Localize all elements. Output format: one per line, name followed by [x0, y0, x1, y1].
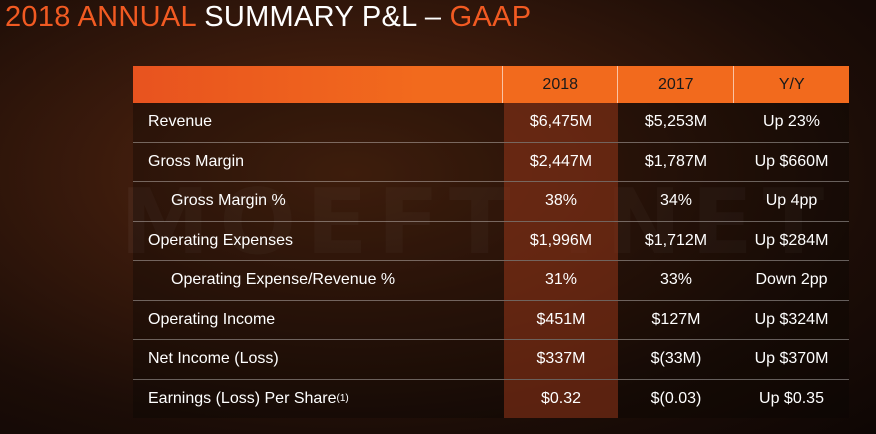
cell-yy: Up $660M — [754, 152, 829, 170]
table-row: Operating Income $451M $127M Up $324M — [133, 300, 849, 340]
table-row: Revenue $6,475M $5,253M Up 23% — [133, 103, 849, 143]
row-label: Revenue — [148, 113, 213, 131]
cell-2018: $0.32 — [504, 379, 618, 418]
cell-yy: Up 23% — [763, 113, 820, 131]
row-label: Earnings (Loss) Per Share (1) — [133, 380, 504, 419]
header-label — [133, 66, 502, 103]
header-2017: 2017 — [616, 66, 734, 103]
cell-2017: $(0.03) — [650, 389, 702, 407]
cell-2017: 33% — [659, 271, 693, 289]
cell-yy: Down 2pp — [755, 271, 828, 289]
row-label: Gross Margin % — [171, 192, 286, 210]
cell-yy: Up $324M — [754, 310, 829, 328]
cell-2018: $1,996M — [504, 221, 618, 260]
cell-2018: $6,475M — [504, 103, 618, 142]
row-label: Operating Expenses — [148, 231, 293, 249]
cell-yy: Up $284M — [754, 231, 829, 249]
cell-2018: $2,447M — [504, 142, 618, 181]
cell-2017: $5,253M — [644, 113, 708, 131]
row-label-text: Earnings (Loss) Per Share — [148, 389, 337, 407]
cell-yy: Up $0.35 — [759, 389, 824, 407]
watermark: MOEFT .NET — [120, 170, 834, 275]
row-label: Gross Margin — [148, 152, 245, 170]
cell-2018: 31% — [504, 261, 618, 300]
cell-2018: 38% — [504, 182, 618, 221]
cell-2017: $127M — [651, 310, 701, 328]
pl-table: 2018 2017 Y/Y Revenue $6,475M $5,253M Up… — [133, 66, 849, 418]
table-header: 2018 2017 Y/Y — [133, 66, 849, 103]
title-gaap: GAAP — [449, 1, 532, 33]
row-label: Operating Income — [148, 310, 276, 328]
cell-2018: $451M — [504, 300, 618, 339]
title-year: 2018 ANNUAL — [5, 1, 205, 33]
cell-yy: Up 4pp — [765, 192, 818, 210]
table-body: Revenue $6,475M $5,253M Up 23% Gross Mar… — [133, 103, 849, 418]
footnote-marker: (1) — [336, 393, 349, 405]
header-2018: 2018 — [502, 66, 617, 103]
table-row: Gross Margin $2,447M $1,787M Up $660M — [133, 142, 849, 182]
table-row: Operating Expenses $1,996M $1,712M Up $2… — [133, 221, 849, 261]
row-label: Operating Expense/Revenue % — [171, 271, 396, 289]
table-row: Operating Expense/Revenue % 31% 33% Down… — [133, 261, 849, 301]
cell-yy: Up $370M — [754, 350, 829, 368]
cell-2017: $1,712M — [644, 231, 708, 249]
title-summary: SUMMARY P&L – — [204, 1, 450, 33]
row-label: Net Income (Loss) — [148, 350, 279, 368]
cell-2017: $1,787M — [644, 152, 708, 170]
table-row: Net Income (Loss) $337M $(33M) Up $370M — [133, 340, 849, 380]
header-yy: Y/Y — [733, 66, 849, 103]
cell-2017: 34% — [659, 192, 693, 210]
cell-2017: $(33M) — [650, 350, 702, 368]
cell-2018: $337M — [504, 340, 618, 379]
slide-title: 2018 ANNUAL SUMMARY P&L – GAAP — [5, 0, 531, 34]
table-row: Earnings (Loss) Per Share (1) $0.32 $(0.0… — [133, 379, 849, 419]
table-row: Gross Margin % 38% 34% Up 4pp — [133, 182, 849, 222]
